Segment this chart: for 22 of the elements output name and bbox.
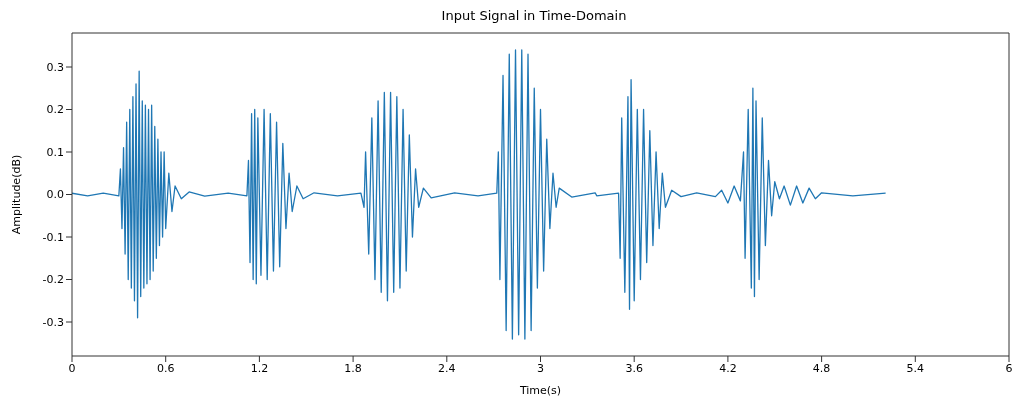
y-tick-label: -0.2 bbox=[42, 273, 64, 287]
x-tick-label: 6 bbox=[1005, 361, 1013, 375]
x-tick-label: 3.6 bbox=[625, 361, 643, 375]
chart-title: Input Signal in Time-Domain bbox=[440, 8, 628, 25]
line-series bbox=[72, 49, 887, 340]
x-tick-label: 0 bbox=[68, 361, 76, 375]
x-tick-label: 5.4 bbox=[906, 361, 925, 375]
x-tick-label: 0.6 bbox=[156, 361, 175, 375]
x-tick-label: 4.2 bbox=[719, 361, 737, 375]
x-tick-label: 4.8 bbox=[812, 361, 831, 375]
y-tick-label: -0.1 bbox=[42, 230, 64, 244]
y-axis-title: Amplitude(dB) bbox=[9, 154, 23, 235]
x-tick-label: 2.4 bbox=[438, 361, 456, 375]
x-tick-label: 3 bbox=[537, 361, 544, 375]
x-axis-title: Time(s) bbox=[518, 384, 562, 397]
x-tick-label: 1.8 bbox=[344, 361, 362, 375]
y-tick-label: 0.2 bbox=[46, 103, 64, 117]
y-tick-label: 0.1 bbox=[46, 145, 64, 159]
y-tick-label: -0.3 bbox=[42, 315, 64, 329]
x-tick-label: 1.2 bbox=[250, 361, 269, 375]
y-tick-label: 0.0 bbox=[46, 188, 64, 202]
y-tick-label: 0.3 bbox=[46, 60, 64, 74]
